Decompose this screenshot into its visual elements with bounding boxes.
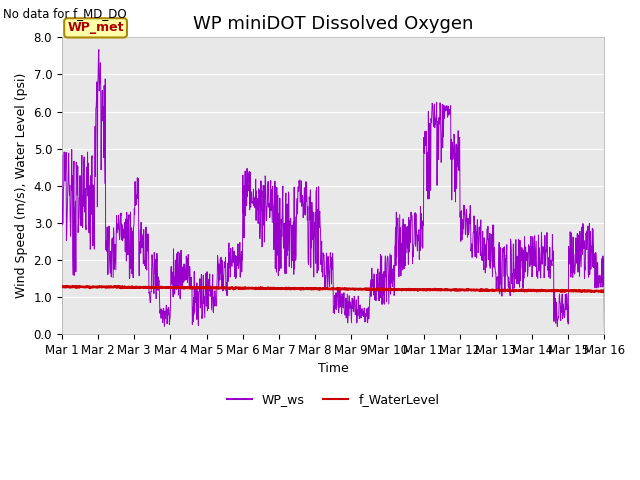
X-axis label: Time: Time: [318, 362, 349, 375]
Text: No data for f_MD_DO: No data for f_MD_DO: [3, 7, 127, 20]
Y-axis label: Wind Speed (m/s), Water Level (psi): Wind Speed (m/s), Water Level (psi): [15, 73, 28, 299]
Legend: WP_ws, f_WaterLevel: WP_ws, f_WaterLevel: [222, 388, 445, 411]
Text: WP_met: WP_met: [67, 22, 124, 35]
Title: WP miniDOT Dissolved Oxygen: WP miniDOT Dissolved Oxygen: [193, 15, 474, 33]
